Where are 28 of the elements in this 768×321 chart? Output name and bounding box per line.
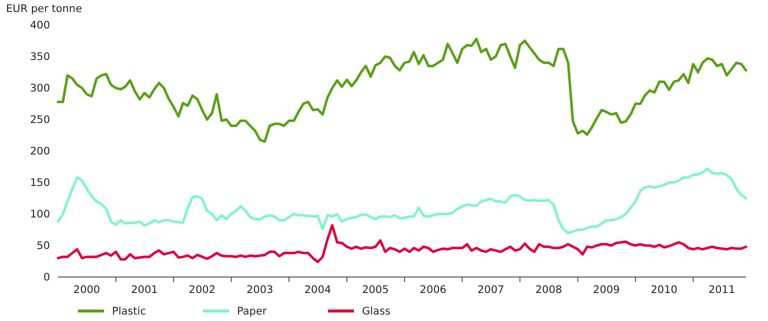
y-tick-label: 200 <box>30 146 50 158</box>
x-tick-label: 2007 <box>477 284 504 296</box>
y-axis-title: EUR per tonne <box>6 3 82 15</box>
legend-label: Glass <box>362 306 390 318</box>
x-tick-label: 2001 <box>131 284 158 296</box>
line-series <box>56 38 748 143</box>
y-tick-label: 300 <box>30 82 50 95</box>
x-tick-label: 2002 <box>188 284 216 296</box>
x-tick-label: 2005 <box>362 284 389 296</box>
x-tick-label: 2000 <box>73 284 100 296</box>
x-tick-label: 2004 <box>304 284 332 296</box>
y-tick-label: 350 <box>30 51 50 64</box>
x-tick-label: 2008 <box>535 284 562 296</box>
x-tick-label: 2010 <box>650 284 678 296</box>
line-series <box>56 167 748 234</box>
legend-label: Paper <box>237 306 268 318</box>
x-tick-label: 2003 <box>246 284 274 296</box>
legend-label: Plastic <box>112 306 146 318</box>
x-tick-label: 2009 <box>593 284 620 296</box>
line-series <box>56 224 748 264</box>
x-tick-label: 2011 <box>708 284 736 296</box>
y-tick-label: 100 <box>30 208 50 221</box>
y-tick-label: 250 <box>30 114 50 126</box>
x-tick-label: 2006 <box>420 284 447 296</box>
y-tick-label: 150 <box>30 177 50 190</box>
y-tick-label: 400 <box>30 20 50 32</box>
y-tick-label: 0 <box>43 272 50 284</box>
y-tick-label: 50 <box>36 240 50 252</box>
